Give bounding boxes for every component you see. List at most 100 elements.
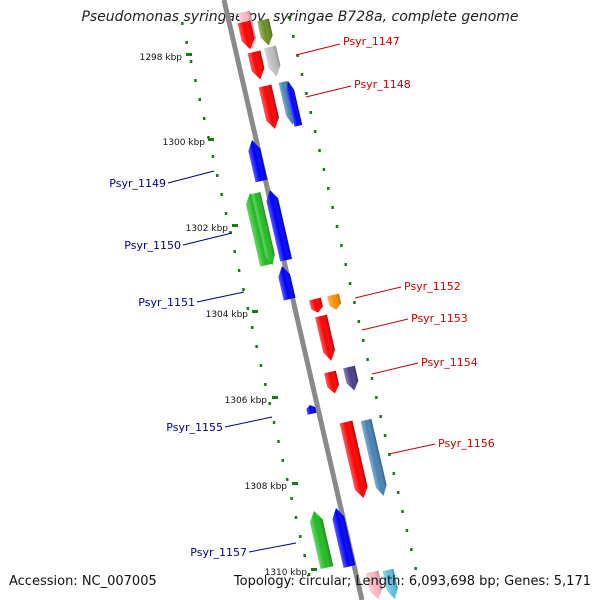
forward-track-dot bbox=[296, 54, 299, 57]
gene-arrow-shading bbox=[266, 190, 292, 262]
callout-leader-line bbox=[295, 43, 341, 56]
gene-arrow-shading bbox=[251, 191, 275, 266]
ruler-dot bbox=[211, 155, 215, 158]
gene-arrow bbox=[365, 570, 383, 600]
forward-track-dot bbox=[405, 529, 409, 532]
forward-track-dot bbox=[305, 92, 308, 95]
gene-arrow bbox=[360, 418, 387, 497]
forward-track-dot bbox=[287, 16, 291, 19]
gene-arrow-shading bbox=[365, 570, 383, 600]
gene-label: Psyr_1152 bbox=[404, 280, 461, 293]
ruler-dot bbox=[250, 326, 254, 329]
gene-arrow-shading bbox=[309, 297, 323, 313]
ruler-tick-mark bbox=[186, 53, 192, 56]
ruler-dot bbox=[185, 41, 188, 44]
gene-arrow bbox=[278, 266, 296, 301]
ruler-tick-label: 1310 kbp bbox=[265, 568, 308, 578]
ruler-tick-label: 1298 kbp bbox=[140, 53, 183, 63]
gene-label: Psyr_1148 bbox=[354, 78, 411, 91]
gene-arrow bbox=[382, 568, 398, 600]
gene-arrow bbox=[332, 508, 356, 568]
forward-track-dot bbox=[366, 358, 369, 361]
forward-track-dot bbox=[401, 510, 404, 513]
gene-arrow bbox=[251, 191, 275, 266]
gene-arrow bbox=[264, 45, 281, 77]
callout-leader-line bbox=[361, 318, 409, 331]
ruler-dot bbox=[181, 22, 184, 25]
accession-text: Accession: NC_007005 bbox=[9, 574, 157, 589]
gene-arrow bbox=[257, 18, 273, 46]
forward-track-dot bbox=[313, 130, 317, 133]
ruler-dot bbox=[224, 212, 228, 215]
gene-arrow bbox=[309, 511, 334, 569]
gene-arrow-shading bbox=[237, 20, 255, 50]
ruler-dot bbox=[202, 117, 206, 120]
ruler-dot bbox=[242, 288, 245, 291]
ruler-dot bbox=[229, 231, 232, 234]
ruler-tick-label: 1306 kbp bbox=[225, 396, 268, 406]
gene-label: Psyr_1155 bbox=[166, 421, 223, 434]
forward-track-dot bbox=[396, 491, 400, 494]
gene-label: Psyr_1149 bbox=[109, 177, 166, 190]
gene-arrow bbox=[327, 293, 342, 310]
forward-track-dot bbox=[318, 149, 321, 152]
gene-arrow-shading bbox=[306, 405, 317, 415]
ruler-tick-label: 1302 kbp bbox=[186, 224, 229, 234]
forward-track-dot bbox=[379, 415, 382, 418]
gene-features bbox=[237, 10, 398, 600]
forward-track-dot bbox=[335, 225, 339, 228]
ruler-dot bbox=[290, 497, 293, 500]
gene-arrow-shading bbox=[278, 80, 296, 125]
forward-track-dot bbox=[292, 35, 295, 38]
gene-arrow-shading bbox=[247, 50, 265, 80]
ruler-dot bbox=[307, 573, 311, 576]
gene-arrow-shading bbox=[339, 420, 368, 499]
gene-label: Psyr_1156 bbox=[438, 437, 495, 450]
gene-arrow bbox=[286, 81, 303, 127]
gene-arrow-shading bbox=[332, 508, 356, 568]
forward-track-dot bbox=[327, 187, 330, 190]
gene-arrow bbox=[248, 140, 268, 183]
forward-track-dot bbox=[370, 377, 374, 380]
forward-track-dot bbox=[322, 168, 326, 171]
ruler-tick-mark bbox=[232, 224, 238, 227]
callout-leader-line bbox=[196, 291, 245, 303]
gene-arrow-shading bbox=[309, 511, 334, 569]
ruler-dot bbox=[303, 554, 306, 557]
forward-track bbox=[287, 16, 417, 570]
callout-leader-line bbox=[248, 542, 297, 553]
gene-arrow bbox=[247, 50, 265, 80]
gene-arrow-shading bbox=[324, 370, 340, 394]
forward-track-dot bbox=[410, 548, 413, 551]
ruler-tick-mark bbox=[311, 568, 317, 571]
gene-arrow-shading bbox=[382, 568, 398, 600]
gene-arrow bbox=[324, 370, 340, 394]
ruler-tick-label: 1304 kbp bbox=[206, 310, 249, 320]
callout-leader-line bbox=[224, 416, 273, 428]
forward-track-dot bbox=[383, 434, 387, 437]
ruler-dot bbox=[259, 364, 263, 367]
forward-track-dot bbox=[388, 453, 391, 456]
ruler-dot bbox=[299, 535, 302, 538]
gene-arrow-shading bbox=[315, 314, 335, 361]
ruler-dot bbox=[272, 421, 276, 424]
gene-arrow bbox=[278, 80, 296, 125]
ruler-dot bbox=[281, 459, 285, 462]
forward-track-dot bbox=[353, 301, 356, 304]
gene-arrow-shading bbox=[258, 84, 279, 129]
ruler-tick-mark bbox=[252, 310, 258, 313]
gene-arrow bbox=[258, 84, 279, 129]
ruler-dot bbox=[277, 440, 280, 443]
ruler-dot bbox=[237, 269, 241, 272]
ruler-track bbox=[181, 22, 311, 576]
ruler-tick-mark bbox=[292, 482, 298, 485]
gene-arrow bbox=[306, 405, 317, 415]
genome-backbone bbox=[221, 0, 365, 600]
gene-arrow bbox=[266, 190, 292, 262]
forward-track-dot bbox=[300, 73, 304, 76]
forward-track-dot bbox=[344, 263, 347, 266]
gene-arrow bbox=[343, 365, 359, 391]
ruler-ticks: 1298 kbp 1300 kbp 1302 kbp 1304 kbp 1306 kbp… bbox=[140, 53, 317, 578]
callout-leader-line bbox=[371, 362, 419, 375]
gene-label: Psyr_1147 bbox=[343, 35, 400, 48]
